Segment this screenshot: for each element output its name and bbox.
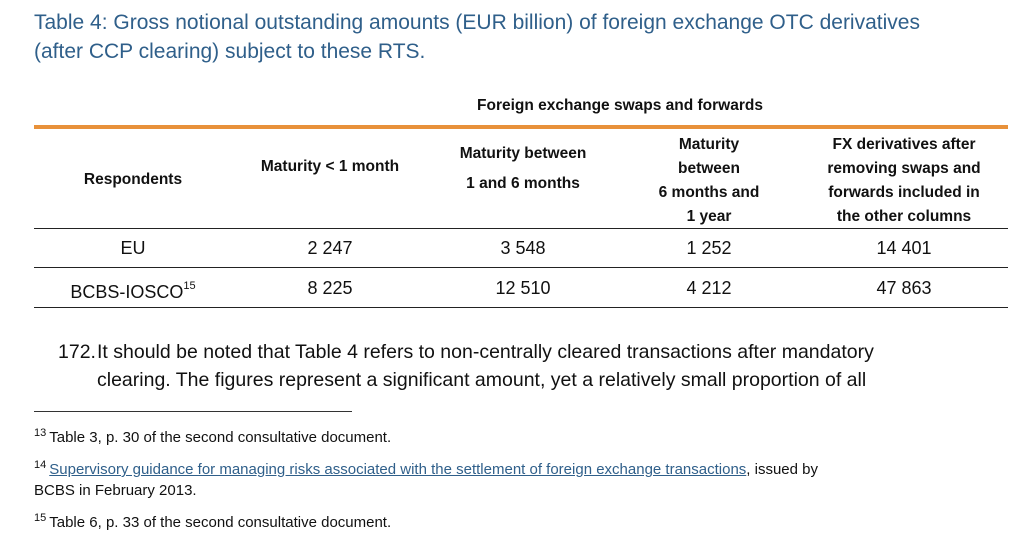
- table-row-eu-respondent: EU: [34, 236, 232, 260]
- table-bottom-rule: [34, 307, 1008, 308]
- footnote-15: 15 Table 6, p. 33 of the second consultat…: [34, 512, 1004, 534]
- footnote-separator: [34, 411, 352, 412]
- respondent-label: EU: [120, 238, 146, 258]
- caption-line-2: (after CCP clearing) subject to these RT…: [34, 40, 426, 63]
- header-maturity-1-6m: Maturity between 1 and 6 months: [428, 139, 618, 199]
- header-fx-other: FX derivatives after removing swaps and …: [800, 133, 1008, 229]
- paragraph-line-2: clearing. The figures represent a signif…: [97, 369, 867, 391]
- footnote-13: 13 Table 3, p. 30 of the second consultat…: [34, 427, 1004, 449]
- table-cell-eu-6-12m: 1 252: [686, 238, 732, 258]
- header-maturity-6-12m: Maturity between 6 months and 1 year: [618, 133, 800, 229]
- row-divider: [34, 267, 1008, 268]
- header-maturity-6-12m-line3: 6 months and: [658, 184, 760, 201]
- header-maturity-6-12m-line2: between: [677, 160, 740, 177]
- footnote-number: 15: [34, 512, 47, 524]
- table-cell-eu-fx-other: 14 401: [876, 238, 932, 258]
- table-cell-bcbs-fx-other: 47 863: [876, 278, 932, 298]
- table-row-bcbs-respondent: BCBS-IOSCO15: [34, 276, 232, 304]
- column-group-header: Foreign exchange swaps and forwards: [477, 97, 763, 114]
- footnote-ref-15[interactable]: 15: [183, 280, 196, 292]
- footnote-text-line2: BCBS in February 2013.: [34, 482, 197, 499]
- header-top-rule: [34, 125, 1008, 129]
- header-fx-other-line3: forwards included in: [828, 184, 980, 201]
- header-maturity-1-6m-line1: Maturity between: [459, 145, 587, 162]
- header-respondents: Respondents: [83, 171, 183, 188]
- header-fx-other-line4: the other columns: [836, 208, 972, 225]
- header-maturity-6-12m-line1: Maturity: [678, 136, 740, 153]
- footnote-text: Table 3, p. 30 of the second consultativ…: [49, 429, 392, 446]
- footnote-text: Table 6, p. 33 of the second consultativ…: [49, 514, 392, 531]
- header-maturity-lt-1m: Maturity < 1 month: [260, 158, 400, 175]
- header-fx-other-line2: removing swaps and: [827, 160, 981, 177]
- paragraph-line-1: It should be noted that Table 4 refers t…: [97, 341, 874, 363]
- header-fx-other-line1: FX derivatives after: [832, 136, 976, 153]
- respondent-label: BCBS-IOSCO: [70, 282, 184, 302]
- table-cell-bcbs-lt1m: 8 225: [307, 278, 353, 298]
- table-cell-eu-lt1m: 2 247: [307, 238, 353, 258]
- header-maturity-6-12m-line4: 1 year: [686, 208, 732, 225]
- footnote-number: 13: [34, 427, 47, 439]
- caption-line-1: Table 4: Gross notional outstanding amou…: [34, 11, 920, 34]
- paragraph-number: 172.: [58, 341, 96, 363]
- table-cell-eu-1-6m: 3 548: [500, 238, 546, 258]
- footnote-number: 14: [34, 459, 47, 471]
- footnote-text: , issued by: [746, 461, 819, 478]
- footnote-14: 14 Supervisory guidance for managing risk…: [34, 459, 1004, 500]
- header-maturity-1-6m-line2: 1 and 6 months: [466, 175, 580, 192]
- table-cell-bcbs-6-12m: 4 212: [686, 278, 732, 298]
- table-cell-bcbs-1-6m: 12 510: [495, 278, 551, 298]
- footnote-14-link[interactable]: Supervisory guidance for managing risks …: [49, 461, 747, 478]
- table-caption: Table 4: Gross notional outstanding amou…: [34, 8, 994, 66]
- header-bottom-rule: [34, 228, 1008, 229]
